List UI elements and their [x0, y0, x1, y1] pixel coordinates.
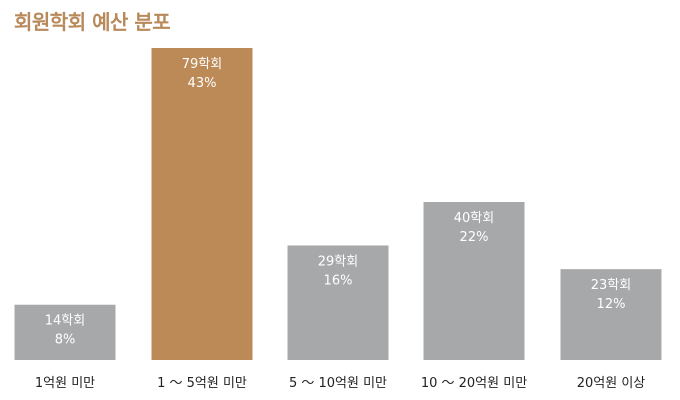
- bar-count-label-1: 14학회: [45, 314, 85, 329]
- category-label-2: 1 ～ 5억원 미만: [157, 376, 247, 391]
- bar-percent-label-3: 16%: [324, 273, 353, 288]
- category-label-1: 1억원 미만: [35, 376, 95, 391]
- chart-title: 회원학회 예산 분포: [14, 10, 171, 34]
- category-label-5: 20억원 이상: [577, 376, 646, 391]
- bar-count-label-2: 79학회: [182, 57, 222, 72]
- category-label-4: 10 ～ 20억원 미만: [421, 376, 527, 391]
- bar-count-label-5: 23학회: [591, 278, 631, 293]
- bar-percent-label-4: 22%: [460, 230, 489, 245]
- bar-2: [151, 48, 253, 360]
- bar-percent-label-5: 12%: [597, 297, 626, 312]
- labels-group: 14학회 8% 1억원 미만 79학회 43% 1 ～ 5억원 미만 29학회 16% 5 ～ …: [35, 57, 645, 391]
- category-label-3: 5 ～ 10억원 미만: [289, 376, 387, 391]
- bar-4: [423, 202, 525, 360]
- bars-group: [14, 48, 662, 360]
- bar-5: [560, 269, 662, 360]
- bar-percent-label-1: 8%: [55, 333, 76, 348]
- bar-1: [14, 304, 116, 360]
- bar-count-label-4: 40학회: [454, 211, 494, 226]
- bar-3: [287, 245, 389, 360]
- bar-percent-label-2: 43%: [188, 76, 217, 91]
- bar-count-label-3: 29학회: [318, 254, 358, 269]
